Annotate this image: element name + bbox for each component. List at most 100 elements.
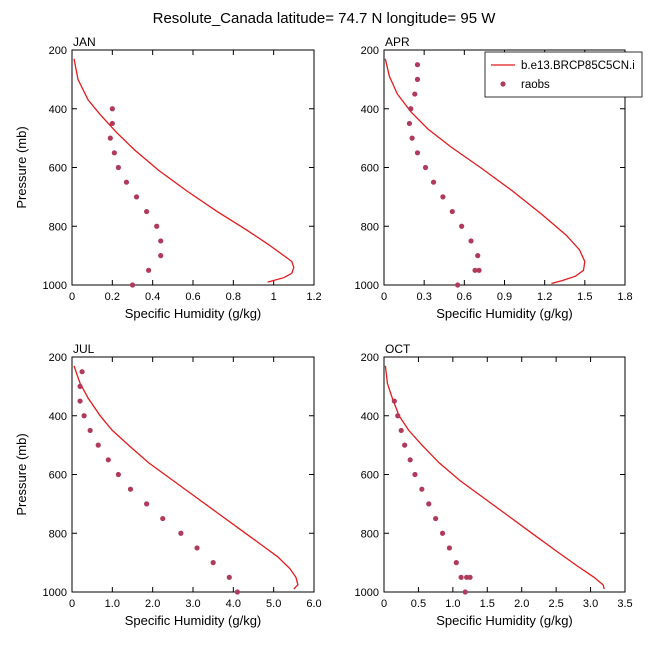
x-tick-label: 1.8 bbox=[617, 291, 632, 303]
obs-point bbox=[409, 135, 415, 141]
obs-point bbox=[439, 530, 446, 536]
obs-point bbox=[109, 120, 115, 127]
obs-point bbox=[414, 62, 421, 68]
obs-point bbox=[476, 267, 482, 273]
obs-point bbox=[133, 194, 140, 200]
y-tick-label: 1000 bbox=[355, 280, 379, 292]
obs-point bbox=[426, 501, 432, 507]
y-tick-label: 1000 bbox=[355, 587, 379, 599]
x-tick-label: 0.8 bbox=[226, 291, 241, 303]
y-tick-label: 200 bbox=[361, 45, 379, 57]
plot-frame bbox=[71, 49, 315, 286]
x-tick-label: 1.0 bbox=[105, 598, 120, 610]
x-tick-label: 1 bbox=[271, 291, 277, 303]
x-tick-label: 5.0 bbox=[266, 598, 281, 610]
y-tick-label: 200 bbox=[49, 352, 67, 364]
x-tick-label: 0.5 bbox=[411, 598, 426, 610]
x-tick-label: 2.0 bbox=[514, 598, 529, 610]
obs-point bbox=[458, 574, 464, 580]
obs-point bbox=[408, 106, 414, 112]
panels: 0 0.2 0.4 0.6 0.8 1 1.2 200 400 600 800 1000 JAN Spec… bbox=[14, 35, 633, 628]
obs-point bbox=[391, 398, 397, 404]
obs-point bbox=[123, 179, 130, 185]
obs-point bbox=[453, 560, 459, 566]
x-axis-label: Specific Humidity (g/kg) bbox=[436, 613, 573, 628]
obs-point bbox=[115, 164, 121, 171]
legend: b.e13.BRCP85C5CN.i raobs bbox=[484, 51, 643, 98]
x-tick-label: 0.3 bbox=[417, 291, 432, 303]
y-tick-label: 800 bbox=[361, 528, 379, 540]
x-tick-label: 4.0 bbox=[226, 598, 241, 610]
y-tick-label: 200 bbox=[49, 45, 67, 57]
model-line bbox=[384, 58, 586, 285]
obs-point bbox=[144, 208, 150, 215]
obs-point bbox=[111, 150, 117, 156]
legend-dot-swatch bbox=[500, 81, 506, 87]
x-tick-label: 0.6 bbox=[185, 291, 200, 303]
x-axis-label: Specific Humidity (g/kg) bbox=[125, 613, 262, 628]
obs-point bbox=[412, 471, 418, 478]
obs-point bbox=[468, 238, 474, 244]
obs-point bbox=[433, 515, 439, 522]
obs-point bbox=[160, 515, 166, 522]
obs-point bbox=[234, 589, 240, 595]
x-axis-label: Specific Humidity (g/kg) bbox=[436, 306, 573, 321]
model-line bbox=[73, 58, 295, 283]
legend-obs-label: raobs bbox=[521, 79, 550, 91]
obs-point bbox=[475, 253, 481, 259]
y-tick-label: 800 bbox=[49, 221, 67, 233]
y-tick-label: 1000 bbox=[43, 280, 67, 292]
obs-point bbox=[210, 560, 216, 566]
obs-point bbox=[449, 208, 455, 215]
obs-point bbox=[414, 76, 421, 82]
obs-point bbox=[81, 413, 87, 419]
obs-point bbox=[459, 223, 465, 229]
obs-point bbox=[129, 282, 136, 288]
x-tick-label: 1.0 bbox=[445, 598, 460, 610]
y-tick-label: 800 bbox=[361, 221, 379, 233]
x-tick-label: 0.9 bbox=[497, 291, 512, 303]
obs-point bbox=[178, 530, 184, 536]
panel-label: OCT bbox=[385, 342, 411, 356]
obs-point bbox=[107, 135, 113, 141]
obs-point bbox=[406, 120, 413, 127]
y-tick-label: 200 bbox=[361, 352, 379, 364]
obs-point bbox=[407, 457, 413, 463]
y-tick-label: 600 bbox=[361, 470, 379, 482]
plot-frame bbox=[383, 356, 626, 593]
obs-point bbox=[398, 427, 404, 434]
obs-point bbox=[455, 282, 461, 288]
obs-point bbox=[412, 91, 418, 97]
obs-point bbox=[105, 457, 111, 463]
obs-point bbox=[395, 413, 401, 419]
x-tick-label: 0 bbox=[381, 291, 387, 303]
obs-point bbox=[158, 253, 164, 259]
x-tick-label: 3.0 bbox=[185, 598, 200, 610]
obs-point bbox=[419, 486, 425, 492]
y-tick-label: 400 bbox=[361, 104, 379, 116]
obs-point bbox=[146, 267, 152, 273]
x-axis-label: Specific Humidity (g/kg) bbox=[125, 306, 262, 321]
figure-title: Resolute_Canada latitude= 74.7 N longitu… bbox=[153, 10, 497, 27]
panel-oct: 0 0.5 1.0 1.5 2.0 2.5 3.0 3.5 200 400 600 800 1000 OC… bbox=[355, 342, 633, 628]
obs-point bbox=[446, 545, 453, 551]
y-tick-label: 600 bbox=[49, 470, 67, 482]
y-tick-label: 400 bbox=[361, 411, 379, 423]
obs-point bbox=[194, 545, 200, 551]
x-tick-label: 1.2 bbox=[537, 291, 552, 303]
legend-box bbox=[484, 51, 643, 98]
obs-point bbox=[226, 574, 232, 580]
y-tick-label: 600 bbox=[361, 163, 379, 175]
x-tick-label: 3.0 bbox=[583, 598, 598, 610]
x-tick-label: 0 bbox=[381, 598, 387, 610]
x-tick-label: 6.0 bbox=[306, 598, 321, 610]
x-tick-label: 2.0 bbox=[145, 598, 160, 610]
obs-point bbox=[154, 223, 160, 229]
panel-jan: 0 0.2 0.4 0.6 0.8 1 1.2 200 400 600 800 1000 JAN Spec… bbox=[14, 35, 322, 321]
panel-apr: 0 0.3 0.6 0.9 1.2 1.5 1.8 200 400 600 800 1000 APR Sp… bbox=[355, 35, 633, 321]
obs-point bbox=[79, 369, 85, 375]
obs-point bbox=[109, 106, 115, 112]
obs-point bbox=[402, 442, 408, 448]
obs-point bbox=[115, 471, 121, 478]
